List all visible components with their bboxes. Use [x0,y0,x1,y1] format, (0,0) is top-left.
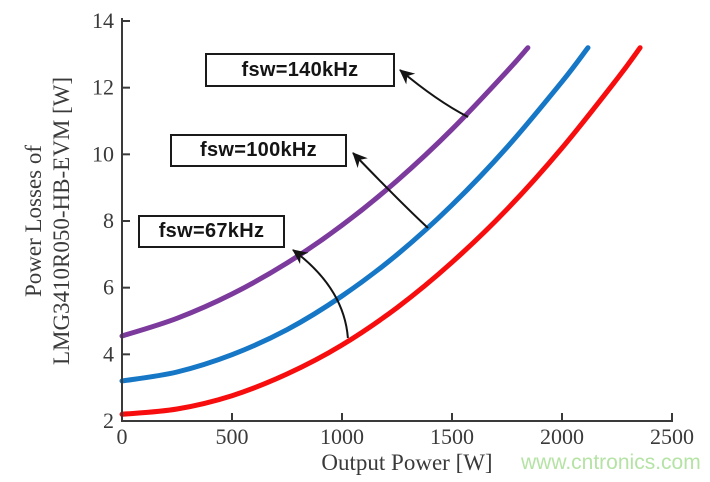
annotation-arrow-fsw67khz [292,249,349,339]
y-axis-title-line1: Power Losses of [21,144,46,298]
x-tick-group: 0 500 1000 1500 2000 2500 [117,413,694,449]
series-curve-fsw67khz [119,45,643,417]
y-tick-label: 12 [92,75,114,100]
annotation-box-fsw100khz: fsw=100kHz [170,134,347,167]
x-tick-label: 2000 [540,424,584,449]
y-tick-label: 4 [103,341,114,366]
y-tick-label: 6 [103,275,114,300]
annotation-box-fsw67khz: fsw=67kHz [138,215,285,248]
y-tick-label: 14 [92,8,114,33]
y-tick-group: 2 4 6 8 10 12 14 [92,8,130,433]
annotation-label-fsw67khz: fsw=67kHz [158,220,265,242]
annotation-arrow-group [292,69,469,339]
x-tick-label: 0 [117,424,128,449]
annotation-box-fsw140khz: fsw=140kHz [205,53,395,87]
watermark: www.cntronics.com [521,451,701,474]
x-tick-label: 1000 [320,424,364,449]
y-tick-label: 2 [103,408,114,433]
y-axis-title-line2: LMG3410R050-HB-EVM [W] [49,76,74,366]
x-tick-label: 2500 [650,424,694,449]
y-tick-label: 10 [92,141,114,166]
curve-group [119,45,643,417]
annotation-arrow-fsw100khz [352,152,429,229]
annotation-arrow-fsw140khz [399,69,469,118]
series-curve-fsw100khz [119,45,591,384]
y-axis-title: Power Losses of LMG3410R050-HB-EVM [W] [20,77,76,365]
y-tick-label: 8 [103,208,114,233]
x-tick-label: 1500 [430,424,474,449]
x-axis-title: Output Power [W] [321,450,493,475]
annotation-label-fsw100khz: fsw=100kHz [200,139,317,161]
series-curve-fsw140khz [119,45,531,339]
x-tick-label: 500 [216,424,249,449]
annotation-label-fsw140khz: fsw=140kHz [241,58,359,81]
